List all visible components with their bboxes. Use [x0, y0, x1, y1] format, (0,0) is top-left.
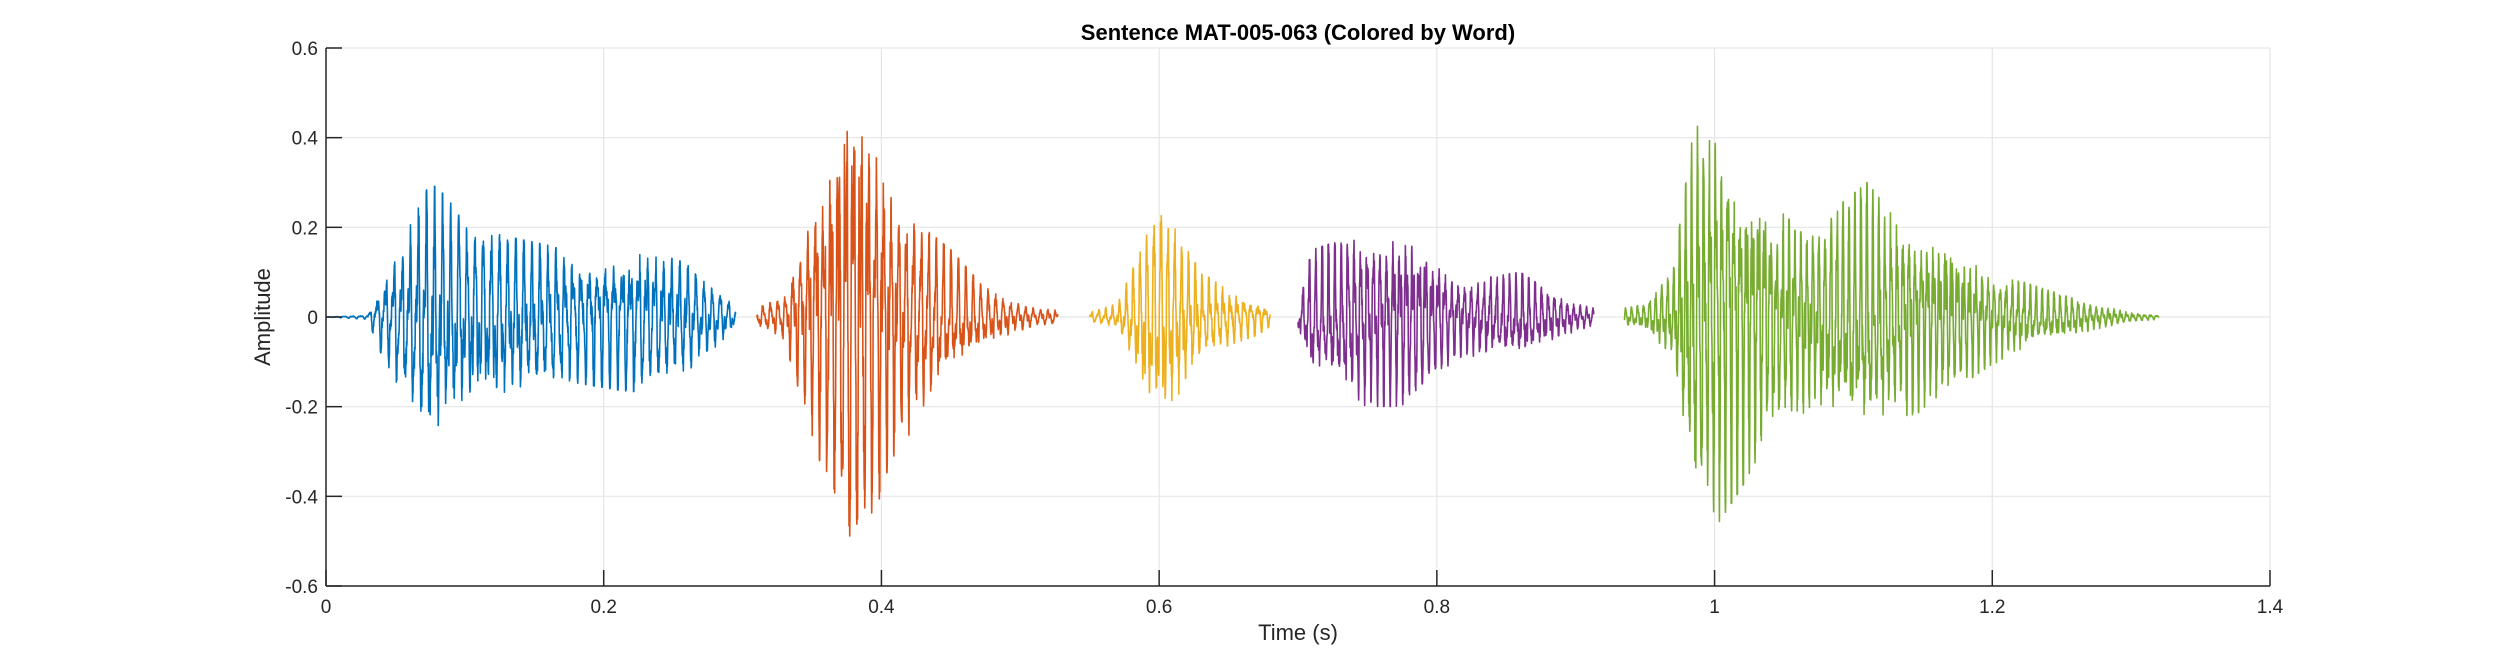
waveform-word-1: [325, 185, 737, 427]
x-tick-label: 0.6: [1146, 597, 1172, 618]
y-tick-label: 0: [307, 308, 318, 329]
y-tick-label: 0.6: [292, 39, 318, 60]
waveform-word-4: [1297, 239, 1595, 408]
x-axis-label: Time (s): [1258, 620, 1338, 645]
y-tick-label: 0.4: [292, 129, 319, 150]
waveform-word-2: [755, 130, 1059, 537]
x-tick-label: 1.4: [2257, 597, 2284, 618]
axes: [325, 47, 2271, 587]
tick-labels: 0 0.2 0.4 0.6 0.8 1 1.2 1.4 0.6 0.4 0.2 0 -0.2 -0.4 -0…: [285, 39, 2283, 618]
x-tick-label: 1.2: [1979, 597, 2005, 618]
x-tick-label: 0: [321, 597, 332, 618]
y-tick-label: -0.6: [285, 577, 318, 598]
x-tick-label: 0.8: [1424, 597, 1450, 618]
y-tick-label: -0.2: [285, 398, 318, 419]
y-axis-label: Amplitude: [250, 268, 275, 366]
x-tick-label: 0.2: [591, 597, 617, 618]
waveform-word-5: [1623, 125, 2160, 523]
x-tick-label: 0.4: [868, 597, 895, 618]
x-tick-label: 1: [1709, 597, 1720, 618]
waveform-word-3: [1088, 214, 1272, 402]
y-tick-label: -0.4: [285, 487, 318, 508]
chart-title: Sentence MAT-005-063 (Colored by Word): [1081, 20, 1515, 45]
waveform-series-group: [325, 125, 2160, 537]
y-tick-label: 0.2: [292, 218, 318, 239]
